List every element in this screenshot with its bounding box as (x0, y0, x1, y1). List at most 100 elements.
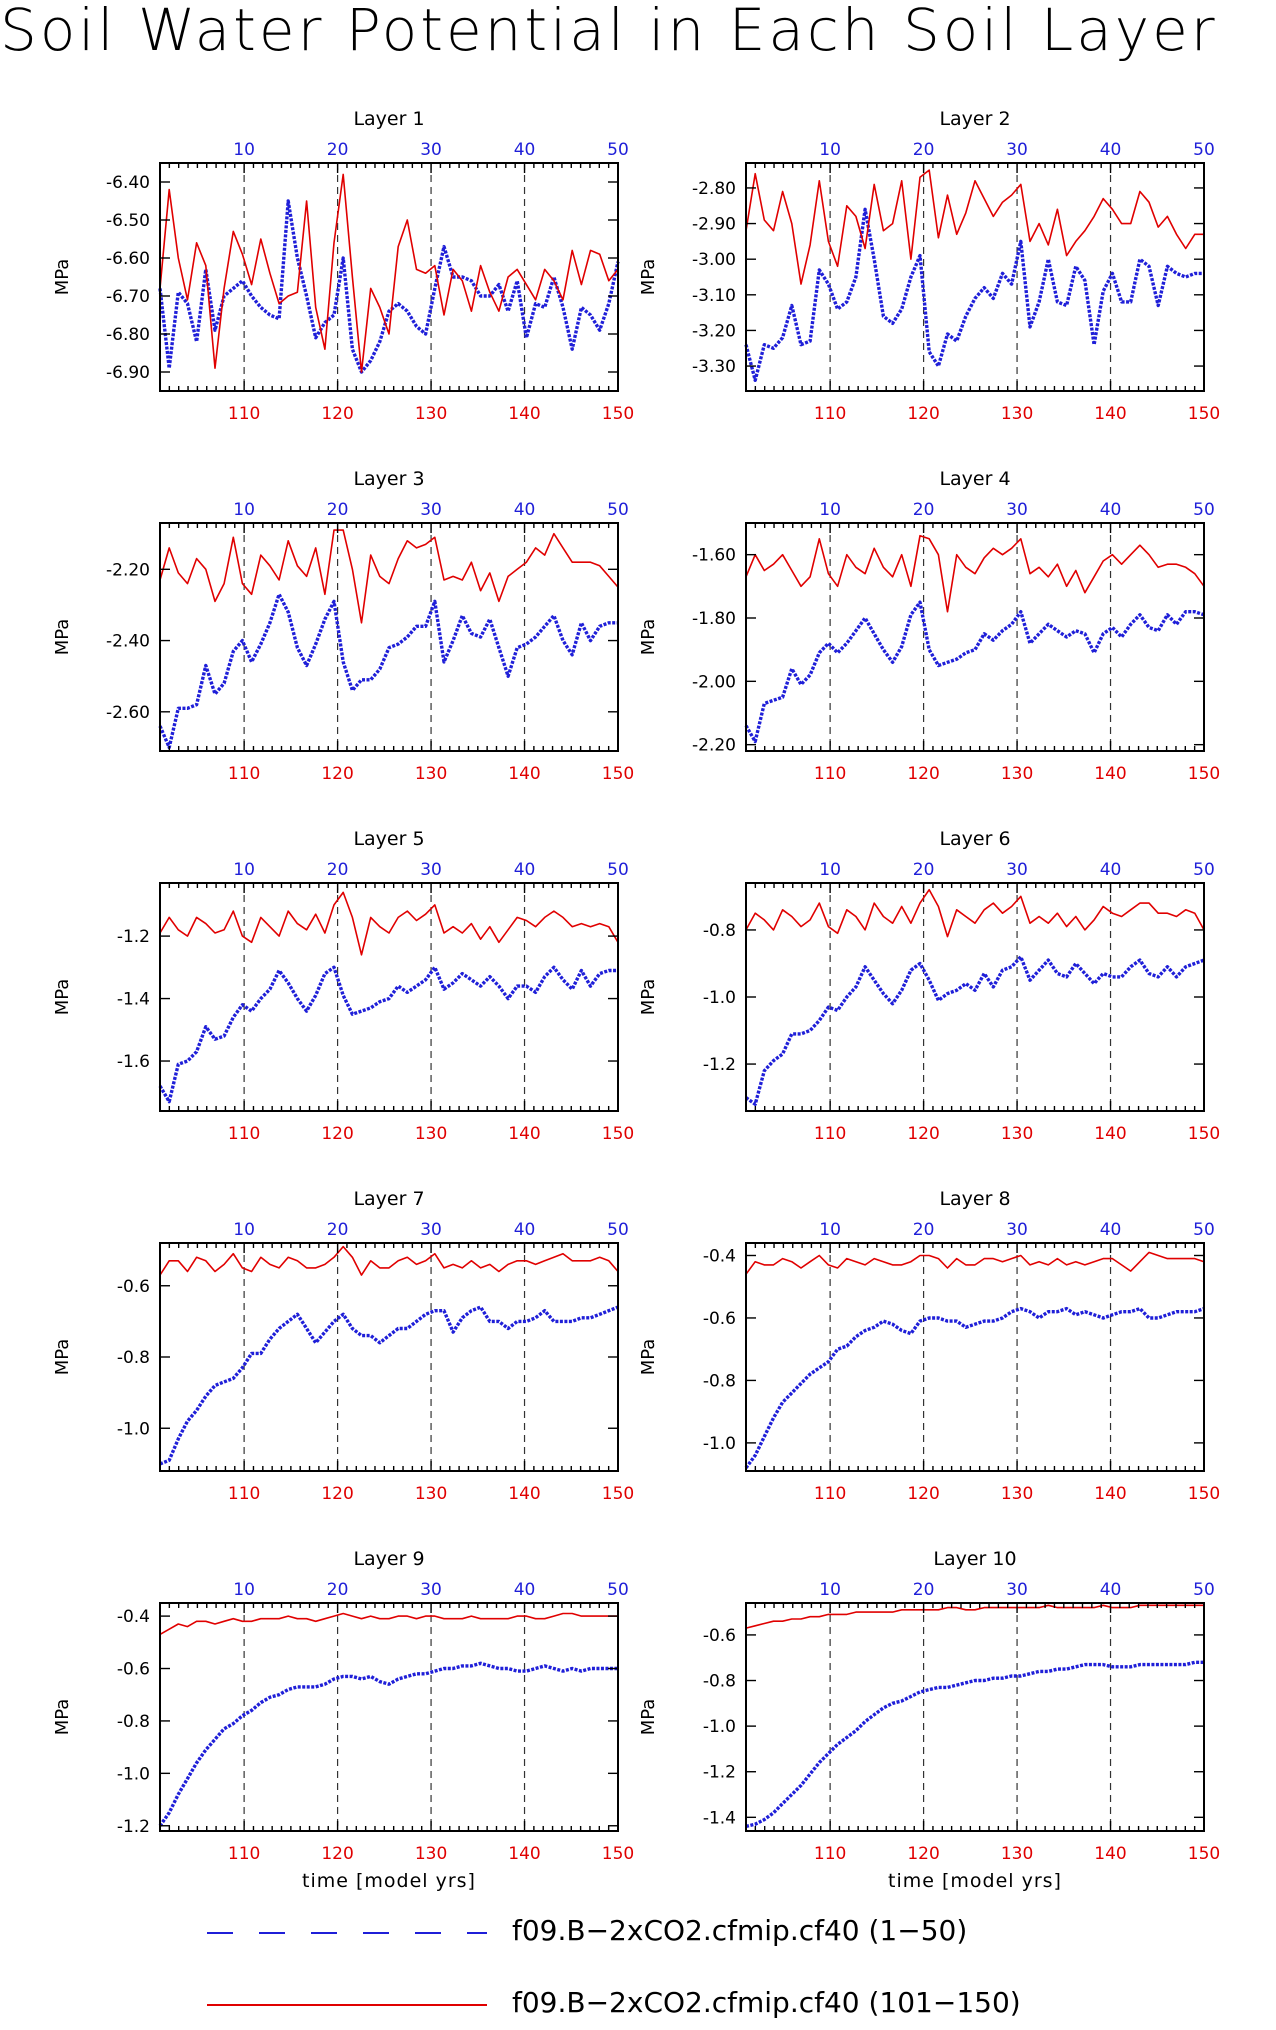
y-tick-label: -1.4 (703, 1808, 736, 1828)
x-tick-label-top: 50 (1193, 860, 1215, 880)
y-tick-label: -0.8 (703, 1672, 736, 1692)
x-tick-label-bottom: 140 (508, 764, 540, 784)
x-tick-label-bottom: 120 (907, 1844, 939, 1864)
panel-title: Layer 10 (933, 1548, 1016, 1570)
x-tick-label-top: 40 (1100, 140, 1122, 160)
y-axis-label: MPa (52, 619, 73, 656)
plot-frame (159, 882, 619, 1112)
y-axis-label: MPa (638, 259, 659, 296)
chart-panel-8: 110 10 120 20 130 30 140 40 150 50 -0.4 -0.6 -0.8 -1.… (638, 1188, 1220, 1504)
x-tick-label-top: 10 (233, 1580, 255, 1600)
x-tick-label-top: 20 (327, 860, 349, 880)
x-tick-label-top: 40 (1100, 500, 1122, 520)
x-tick-label-top: 10 (819, 860, 841, 880)
y-axis-label: MPa (52, 1339, 73, 1376)
y-tick-label: -1.0 (117, 1764, 150, 1784)
x-tick-label-top: 40 (514, 1220, 536, 1240)
x-tick-label-top: 40 (1100, 860, 1122, 880)
chart-panel-6: 110 10 120 20 130 30 140 40 150 50 -0.8 -1.0 -1.2 Lay… (638, 828, 1220, 1144)
x-tick-label-bottom: 110 (814, 404, 846, 424)
panel-title: Layer 2 (939, 108, 1010, 130)
x-tick-label-bottom: 130 (415, 764, 447, 784)
x-tick-label-top: 10 (819, 140, 841, 160)
panel-title: Layer 7 (353, 1188, 424, 1210)
chart-panel-9: 110 10 120 20 130 30 140 40 150 50 -0.4 -0.6 -0.8 -1.… (52, 1548, 634, 1892)
plot-frame (745, 522, 1205, 752)
chart-panel-2: 110 10 120 20 130 30 140 40 150 50 -2.80 -2.90 -3.00… (638, 108, 1220, 424)
y-tick-label: -3.20 (692, 321, 736, 341)
page-title: Soil Water Potential in Each Soil Layer (0, 0, 1218, 64)
x-tick-label-bottom: 150 (602, 1484, 634, 1504)
series-line-red (159, 1245, 619, 1276)
plot-frame (159, 1602, 619, 1832)
x-tick-label-bottom: 130 (415, 1484, 447, 1504)
series-line-red (159, 173, 619, 373)
x-axis-label: time [model yrs] (302, 1870, 476, 1892)
x-tick-label-bottom: 120 (321, 1124, 353, 1144)
series-line-blue (745, 1660, 1204, 1829)
x-tick-label-bottom: 130 (1001, 1484, 1033, 1504)
y-axis-label: MPa (52, 1699, 73, 1736)
y-tick-label: -0.6 (703, 1626, 736, 1646)
chart-panel-3: 110 10 120 20 130 30 140 40 150 50 -2.20 -2.40 -2.60… (52, 468, 634, 784)
x-tick-label-top: 50 (607, 1580, 629, 1600)
x-tick-label-bottom: 110 (228, 764, 260, 784)
x-tick-label-top: 20 (327, 1580, 349, 1600)
y-tick-label: -1.2 (703, 1055, 736, 1075)
x-tick-label-bottom: 110 (228, 1484, 260, 1504)
plot-frame (745, 882, 1205, 1112)
plot-frame (159, 522, 619, 752)
y-tick-label: -2.90 (692, 215, 736, 235)
x-tick-label-bottom: 150 (602, 764, 634, 784)
x-tick-label-bottom: 140 (1094, 404, 1126, 424)
y-tick-label: -1.60 (692, 546, 736, 566)
x-tick-label-top: 30 (1006, 1580, 1028, 1600)
x-tick-label-bottom: 110 (814, 1844, 846, 1864)
x-tick-label-bottom: 150 (1188, 404, 1220, 424)
y-tick-label: -2.20 (106, 560, 150, 580)
series-line-blue (744, 1306, 1205, 1469)
plot-frame (159, 162, 619, 392)
series-line-blue (744, 955, 1205, 1107)
y-tick-label: -6.40 (106, 173, 150, 193)
x-tick-label-bottom: 110 (814, 1124, 846, 1144)
series-line-red (745, 1604, 1204, 1629)
x-tick-label-bottom: 140 (1094, 764, 1126, 784)
x-tick-label-top: 30 (420, 140, 442, 160)
x-tick-label-bottom: 140 (508, 1484, 540, 1504)
x-tick-label-top: 30 (420, 1220, 442, 1240)
x-tick-label-bottom: 110 (814, 1484, 846, 1504)
y-tick-label: -1.0 (703, 1717, 736, 1737)
x-tick-label-top: 30 (420, 860, 442, 880)
x-tick-label-bottom: 130 (1001, 1844, 1033, 1864)
x-tick-label-top: 20 (913, 140, 935, 160)
x-tick-label-bottom: 150 (1188, 1124, 1220, 1144)
x-tick-label-top: 40 (1100, 1580, 1122, 1600)
y-tick-label: -2.40 (106, 632, 150, 652)
y-tick-label: -3.10 (692, 286, 736, 306)
x-tick-label-bottom: 140 (508, 404, 540, 424)
y-tick-label: -6.60 (106, 249, 150, 269)
x-tick-label-bottom: 140 (1094, 1124, 1126, 1144)
x-tick-label-bottom: 150 (602, 404, 634, 424)
x-tick-label-bottom: 120 (907, 1484, 939, 1504)
panel-title: Layer 8 (939, 1188, 1010, 1210)
y-tick-label: -1.0 (703, 1434, 736, 1454)
y-tick-label: -0.6 (117, 1277, 150, 1297)
series-line-red (159, 529, 619, 624)
panel-title: Layer 4 (939, 468, 1010, 490)
y-tick-label: -2.80 (692, 179, 736, 199)
x-tick-label-top: 40 (514, 1580, 536, 1600)
x-tick-label-bottom: 110 (228, 1844, 260, 1864)
x-axis-label: time [model yrs] (888, 1870, 1062, 1892)
y-axis-label: MPa (638, 1339, 659, 1376)
x-tick-label-top: 50 (1193, 500, 1215, 520)
x-tick-label-top: 20 (327, 140, 349, 160)
series-line-blue (159, 1305, 619, 1466)
y-tick-label: -2.00 (692, 672, 736, 692)
x-tick-label-bottom: 120 (907, 764, 939, 784)
x-tick-label-bottom: 120 (907, 1124, 939, 1144)
chart-panel-4: 110 10 120 20 130 30 140 40 150 50 -1.60 -1.80 -2.00… (638, 468, 1220, 784)
y-tick-label: -1.2 (117, 1817, 150, 1837)
